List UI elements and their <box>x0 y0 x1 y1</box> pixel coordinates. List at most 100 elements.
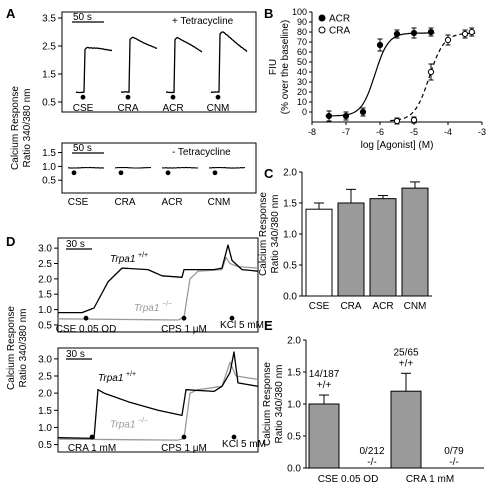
y-tick-label: 2.5 <box>42 42 56 53</box>
y-axis-label: Ratio 340/380 nm <box>18 309 29 388</box>
stimulus-dot <box>229 315 235 321</box>
series-sup-wildtype: +/+ <box>126 371 136 378</box>
y-axis-label: Calcium Response <box>258 192 269 276</box>
y-axis-label: FIU <box>268 59 279 75</box>
panel-d-frame <box>57 237 259 333</box>
condition-label: - Tetracycline <box>172 147 231 158</box>
legend-marker-cra <box>318 26 326 34</box>
series-label-knockout: Trpa1 <box>134 303 159 314</box>
bar-fraction-label: 25/65 <box>393 347 418 358</box>
stimulus-dot <box>118 170 124 176</box>
scale-bar-label: 50 s <box>73 143 92 154</box>
y-tick-label: 2.5 <box>38 259 52 270</box>
legend-label-cra: CRA <box>329 26 350 37</box>
x-tick-label: -8 <box>308 127 316 137</box>
scale-bar-label: 30 s <box>66 349 85 360</box>
stimulus-dot <box>181 434 187 440</box>
trace-cse <box>67 166 105 169</box>
y-axis-label: Ratio 340/380 nm <box>270 195 281 274</box>
condition-label: + Tetracycline <box>172 16 234 27</box>
y-tick-label: 60 <box>297 47 307 57</box>
series-label-wildtype: Trpa1 <box>110 254 135 265</box>
series-sup-knockout: −/− <box>138 417 148 424</box>
data-point-acr <box>427 28 435 36</box>
y-tick-label: 3.0 <box>38 354 52 365</box>
stimulus-label: CPS 1 μM <box>161 443 207 454</box>
trace-cra <box>114 166 151 169</box>
y-tick-label: 2.0 <box>283 168 297 179</box>
data-point-cra <box>444 36 452 44</box>
x-tick-label: -6 <box>376 127 384 137</box>
series-sup-knockout: −/− <box>162 301 172 308</box>
x-tick-label: -7 <box>342 127 350 137</box>
bar-cse-wildtype <box>308 403 340 469</box>
x-tick-label: -3 <box>478 127 486 137</box>
y-tick-label: 1.5 <box>38 406 52 417</box>
y-axis-label: Ratio 340/380 nm <box>22 89 33 168</box>
fit-curve-cra <box>390 32 476 122</box>
stimulus-dot <box>215 94 221 100</box>
legend-marker-acr <box>318 14 326 22</box>
bar-acr <box>369 198 397 297</box>
y-axis-label: (% over the baseline) <box>280 20 291 115</box>
y-tick-label: 0 <box>302 107 307 117</box>
trace-label: CNM <box>208 197 231 208</box>
y-tick-label: 3.5 <box>42 14 56 25</box>
data-point-acr <box>376 41 384 49</box>
stimulus-dot <box>83 315 89 321</box>
y-axis-label: Calcium Response <box>6 306 17 390</box>
trace-cra <box>120 36 158 93</box>
x-tick-label: CSE <box>309 301 330 312</box>
data-point-cra <box>410 116 418 124</box>
stimulus-label: KCl 5 mM <box>220 320 264 331</box>
trace-trpa1-knockout <box>57 361 259 441</box>
y-tick-label: 1.0 <box>287 400 301 411</box>
stimulus-dot <box>231 434 237 440</box>
stimulus-dot <box>80 94 86 100</box>
y-tick-label: 1.0 <box>42 162 56 173</box>
data-point-cra <box>393 117 401 125</box>
data-point-acr <box>393 30 401 38</box>
stimulus-label: CRA 1 mM <box>68 443 116 454</box>
data-point-acr <box>342 112 350 120</box>
trace-label: CNM <box>207 103 230 114</box>
y-tick-label: 80 <box>297 27 307 37</box>
stimulus-dot <box>181 315 187 321</box>
y-tick-label: 1.5 <box>42 148 56 159</box>
y-tick-label: 0.5 <box>42 98 56 109</box>
stimulus-dot <box>212 170 218 176</box>
panel-letter-d: D <box>6 234 15 249</box>
y-tick-label: 10 <box>297 97 307 107</box>
data-point-cra <box>468 28 475 36</box>
y-tick-label: 0.5 <box>283 261 297 272</box>
y-tick-label: 2.0 <box>38 274 52 285</box>
y-tick-label: 70 <box>297 37 307 47</box>
bar-fraction-label: 0/212 <box>359 446 384 457</box>
stimulus-dot <box>170 94 176 100</box>
y-axis-label: Calcium Response <box>262 362 273 446</box>
y-tick-label: 2.5 <box>38 372 52 383</box>
y-tick-label: 0.5 <box>287 432 301 443</box>
trace-cse <box>75 46 113 94</box>
bar-genotype-label: -/- <box>449 457 458 468</box>
panel-letter-e: E <box>264 318 273 333</box>
bar-cra-wildtype <box>390 390 422 469</box>
y-tick-label: 1.0 <box>38 423 52 434</box>
panel-letter-c: C <box>264 166 274 181</box>
y-tick-label: 0.5 <box>38 320 52 331</box>
data-point-acr <box>410 29 418 37</box>
data-point-acr <box>359 108 367 116</box>
trace-label: ACR <box>162 103 183 114</box>
y-tick-label: 0.0 <box>283 292 297 303</box>
bar-fraction-label: 0/79 <box>444 446 464 457</box>
x-axis-label: log [Agonist] (M) <box>361 140 434 151</box>
y-tick-label: 1.0 <box>283 230 297 241</box>
data-point-cra <box>427 68 435 76</box>
y-tick-label: 40 <box>297 67 307 77</box>
trace-label: CRA <box>114 197 135 208</box>
panel-letter-b: B <box>264 6 273 21</box>
y-tick-label: 1.5 <box>283 199 297 210</box>
trace-trpa1-wildtype <box>58 244 259 314</box>
group-label: CSE 0.05 OD <box>318 474 379 485</box>
